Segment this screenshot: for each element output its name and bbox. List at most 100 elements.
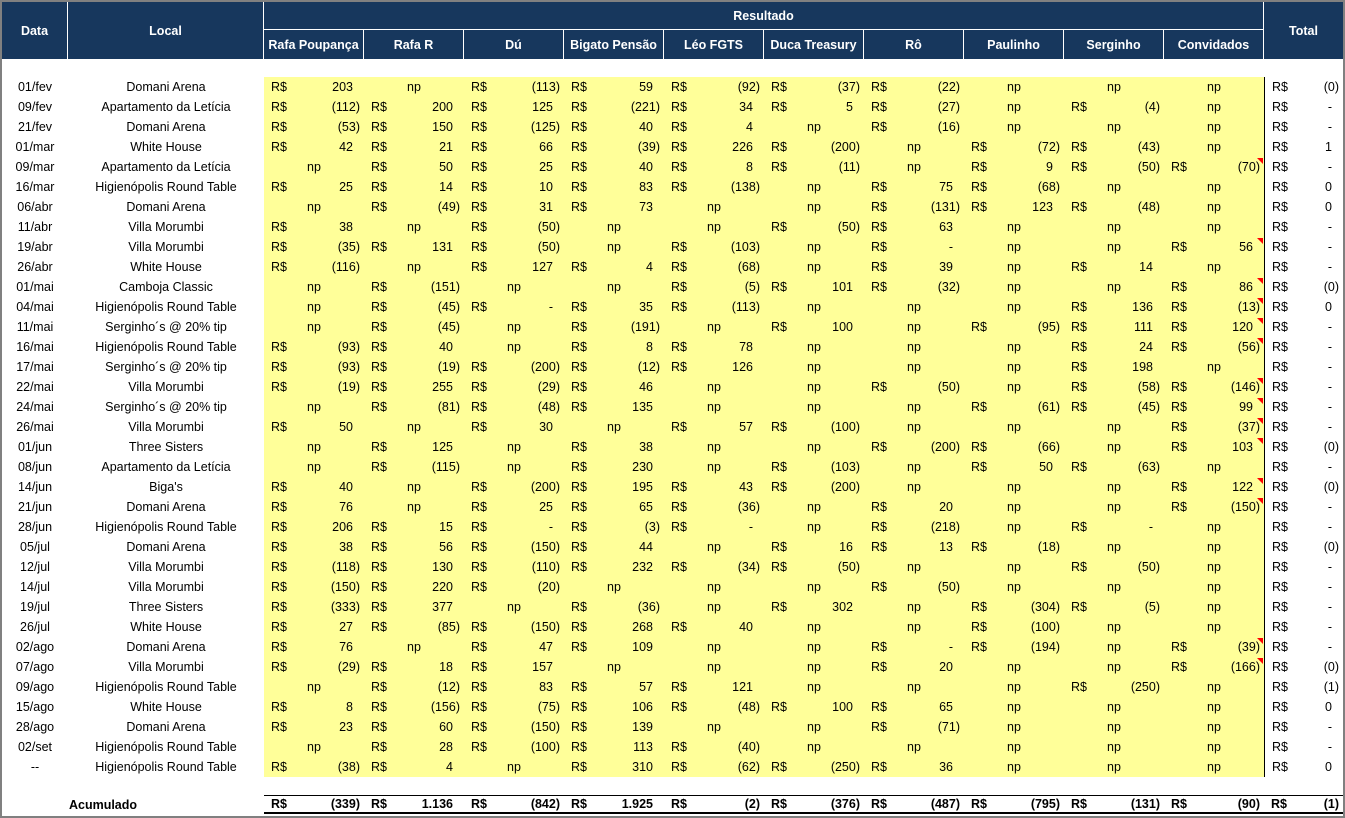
date-cell[interactable]: 26/abr — [17, 260, 53, 274]
result-cell[interactable]: R$ 135 — [564, 397, 664, 417]
result-cell[interactable]: R$ 40 — [564, 157, 664, 177]
result-cell[interactable]: np — [964, 77, 1064, 97]
result-cell[interactable]: np — [1164, 697, 1264, 717]
result-cell[interactable]: R$ (39) — [1164, 637, 1264, 657]
result-cell[interactable]: np — [864, 597, 964, 617]
result-cell[interactable]: R$ - — [664, 517, 764, 537]
result-cell[interactable]: R$ - — [1064, 517, 1164, 537]
local-cell[interactable]: White House — [130, 260, 202, 274]
acumulado-cell[interactable]: R$ (795) — [964, 795, 1064, 814]
result-cell[interactable]: R$ (37) — [1164, 417, 1264, 437]
result-cell[interactable]: np — [1064, 657, 1164, 677]
result-cell[interactable]: np — [764, 437, 864, 457]
total-cell[interactable]: R$ (0) — [1264, 657, 1343, 677]
total-cell[interactable]: R$ - — [1264, 577, 1343, 597]
result-cell[interactable]: R$ (95) — [964, 317, 1064, 337]
result-cell[interactable]: R$ (40) — [664, 737, 764, 757]
result-cell[interactable]: np — [864, 397, 964, 417]
date-cell[interactable]: 06/abr — [17, 200, 53, 214]
result-cell[interactable]: np — [1164, 557, 1264, 577]
result-cell[interactable]: np — [264, 457, 364, 477]
result-cell[interactable]: R$ (13) — [1164, 297, 1264, 317]
local-cell[interactable]: Apartamento da Letícia — [101, 160, 231, 174]
result-cell[interactable]: np — [1164, 717, 1264, 737]
result-cell[interactable]: R$ 106 — [564, 697, 664, 717]
local-cell[interactable]: Villa Morumbi — [128, 240, 204, 254]
local-cell[interactable]: Villa Morumbi — [128, 420, 204, 434]
result-cell[interactable]: R$ (12) — [564, 357, 664, 377]
result-cell[interactable]: np — [964, 717, 1064, 737]
result-cell[interactable]: R$ 4 — [364, 757, 464, 777]
result-cell[interactable]: R$ (110) — [464, 557, 564, 577]
local-cell[interactable]: Higienópolis Round Table — [95, 520, 237, 534]
date-cell[interactable]: 14/jun — [17, 480, 53, 494]
date-cell[interactable]: 09/fev — [17, 100, 53, 114]
result-cell[interactable]: R$ 123 — [964, 197, 1064, 217]
result-cell[interactable]: np — [1064, 577, 1164, 597]
total-cell[interactable]: R$ - — [1264, 617, 1343, 637]
result-cell[interactable]: R$ 198 — [1064, 357, 1164, 377]
date-cell[interactable]: 02/set — [17, 740, 53, 754]
result-cell[interactable]: np — [964, 737, 1064, 757]
result-cell[interactable]: R$ 377 — [364, 597, 464, 617]
result-cell[interactable]: R$ 195 — [564, 477, 664, 497]
result-cell[interactable]: R$ 25 — [464, 157, 564, 177]
result-cell[interactable]: R$ 44 — [564, 537, 664, 557]
result-cell[interactable]: np — [364, 417, 464, 437]
result-cell[interactable]: np — [664, 397, 764, 417]
result-cell[interactable]: R$ (221) — [564, 97, 664, 117]
result-cell[interactable]: R$ (12) — [364, 677, 464, 697]
result-cell[interactable]: np — [264, 677, 364, 697]
result-cell[interactable]: np — [1164, 517, 1264, 537]
result-cell[interactable]: R$ (18) — [964, 537, 1064, 557]
result-cell[interactable]: R$ 38 — [264, 217, 364, 237]
result-cell[interactable]: R$ 5 — [764, 97, 864, 117]
result-cell[interactable]: R$ 25 — [464, 497, 564, 517]
result-cell[interactable]: R$ (45) — [364, 297, 464, 317]
result-cell[interactable]: np — [664, 317, 764, 337]
result-cell[interactable]: R$ (50) — [764, 217, 864, 237]
result-cell[interactable]: np — [964, 217, 1064, 237]
result-cell[interactable]: np — [264, 157, 364, 177]
result-cell[interactable]: np — [264, 437, 364, 457]
result-cell[interactable]: np — [1164, 217, 1264, 237]
acumulado-cell[interactable]: R$ (131) — [1064, 795, 1164, 814]
result-cell[interactable]: R$ (61) — [964, 397, 1064, 417]
result-cell[interactable]: R$ (48) — [464, 397, 564, 417]
result-cell[interactable]: np — [764, 677, 864, 697]
total-cell[interactable]: R$ 0 — [1264, 697, 1343, 717]
result-cell[interactable]: R$ (138) — [664, 177, 764, 197]
result-cell[interactable]: R$ 50 — [364, 157, 464, 177]
result-cell[interactable]: np — [864, 417, 964, 437]
local-cell[interactable]: Higienópolis Round Table — [95, 180, 237, 194]
result-cell[interactable]: R$ 13 — [864, 537, 964, 557]
result-cell[interactable]: R$ (20) — [464, 577, 564, 597]
date-cell[interactable]: 01/mai — [16, 280, 54, 294]
result-cell[interactable]: R$ 157 — [464, 657, 564, 677]
result-cell[interactable]: np — [964, 297, 1064, 317]
date-cell[interactable]: 17/mai — [16, 360, 54, 374]
result-cell[interactable]: R$ (200) — [464, 477, 564, 497]
result-cell[interactable]: R$ (200) — [764, 477, 864, 497]
local-cell[interactable]: Domani Arena — [126, 640, 206, 654]
acumulado-cell[interactable]: R$ 1.136 — [364, 795, 464, 814]
local-cell[interactable]: Villa Morumbi — [128, 380, 204, 394]
result-cell[interactable]: R$ (27) — [864, 97, 964, 117]
result-cell[interactable]: R$ 63 — [864, 217, 964, 237]
result-cell[interactable]: R$ (71) — [864, 717, 964, 737]
result-cell[interactable]: R$ (156) — [364, 697, 464, 717]
result-cell[interactable]: R$ 76 — [264, 497, 364, 517]
result-cell[interactable]: np — [464, 437, 564, 457]
local-cell[interactable]: Three Sisters — [128, 440, 204, 454]
result-cell[interactable]: R$ 38 — [264, 537, 364, 557]
acumulado-cell[interactable]: R$ 1.925 — [564, 795, 664, 814]
result-cell[interactable]: np — [1164, 737, 1264, 757]
total-cell[interactable]: R$ (0) — [1264, 277, 1343, 297]
result-cell[interactable]: np — [1064, 237, 1164, 257]
result-cell[interactable]: np — [964, 97, 1064, 117]
total-cell[interactable]: R$ 0 — [1264, 757, 1343, 777]
result-cell[interactable]: R$ 21 — [364, 137, 464, 157]
result-cell[interactable]: R$ (3) — [564, 517, 664, 537]
result-cell[interactable]: R$ 232 — [564, 557, 664, 577]
acumulado-label[interactable]: Acumulado — [68, 797, 138, 812]
